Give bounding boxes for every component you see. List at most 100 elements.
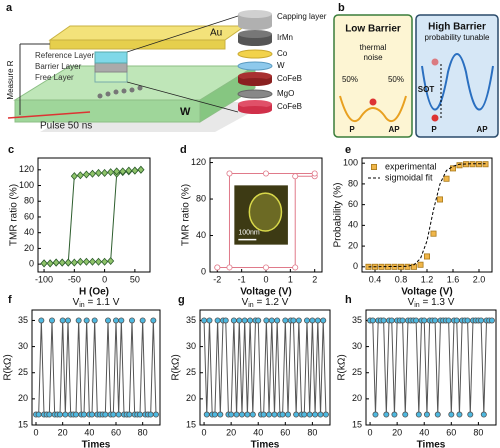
annotation: Vin = 1.1 V <box>73 297 120 309</box>
x-tick-label: 0 <box>202 427 207 437</box>
legend-label: experimental <box>385 161 437 171</box>
panel-label: a <box>6 2 13 14</box>
zoom-line <box>126 81 239 113</box>
marker <box>110 411 117 418</box>
x-tick-label: 1.2 <box>421 274 434 284</box>
marker <box>369 317 376 324</box>
x-tick-label: 1 <box>288 274 293 284</box>
marker <box>101 168 109 177</box>
marker <box>478 317 485 324</box>
marker <box>62 411 69 418</box>
marker <box>415 411 422 418</box>
marker <box>391 411 398 418</box>
y-tick-label: 0 <box>353 261 358 271</box>
marker <box>303 317 310 324</box>
y-tick-label: 20 <box>186 393 196 403</box>
y-tick-label: 120 <box>19 164 34 174</box>
state: AP <box>388 125 400 134</box>
marker <box>274 317 281 324</box>
marker <box>137 165 145 174</box>
marker <box>136 411 143 418</box>
x-axis-label: Voltage (V) <box>401 287 452 298</box>
marker <box>423 253 430 260</box>
marker <box>82 257 90 266</box>
y-axis-label: TMR ratio (%) <box>181 184 192 246</box>
marker <box>76 171 84 180</box>
marker <box>443 175 450 182</box>
marker <box>456 162 463 169</box>
marker <box>268 317 275 324</box>
marker <box>139 317 146 324</box>
marker <box>282 317 289 324</box>
marker <box>314 317 321 324</box>
y-tick-label: 15 <box>18 419 28 429</box>
x-tick-label: -100 <box>35 274 53 284</box>
marker <box>247 317 254 324</box>
x-tick-label: 1.6 <box>447 274 460 284</box>
x-tick-label: 80 <box>473 427 483 437</box>
x-tick-label: 20 <box>58 427 68 437</box>
marker <box>293 411 300 418</box>
legend-marker <box>370 163 377 170</box>
note: probability tunable <box>425 33 490 42</box>
layer-label: Barrier Layer <box>35 62 82 71</box>
free-layer <box>94 71 128 83</box>
marker <box>46 259 54 268</box>
marker <box>380 317 387 324</box>
marker <box>249 411 256 418</box>
marker <box>434 411 441 418</box>
marker <box>115 411 122 418</box>
marker <box>290 317 297 324</box>
marker <box>241 317 248 324</box>
marker <box>467 411 474 418</box>
y-tick-label: 120 <box>191 157 206 167</box>
y-axis-label: R(kΩ) <box>3 354 14 380</box>
au-label: Au <box>210 28 222 39</box>
x-tick-label: 20 <box>226 427 236 437</box>
marker <box>372 411 379 418</box>
panel-label: h <box>345 294 352 306</box>
x-tick-label: 60 <box>446 427 456 437</box>
marker <box>81 411 88 418</box>
marker <box>226 170 233 177</box>
x-tick-label: 0 <box>33 427 38 437</box>
ball <box>431 58 439 66</box>
marker <box>263 317 270 324</box>
barrier-layer <box>94 62 128 73</box>
x-tick-label: 0 <box>263 274 268 284</box>
series-line <box>44 169 141 264</box>
marker <box>262 264 269 271</box>
y-tick-label: 35 <box>18 315 28 325</box>
marker <box>480 411 487 418</box>
marker <box>238 411 245 418</box>
marker <box>76 257 84 266</box>
channel-label: W <box>180 106 191 118</box>
marker <box>65 317 72 324</box>
y-axis-label: Probability (%) <box>333 182 344 247</box>
annotation-sub: in <box>248 302 254 309</box>
low-barrier-box <box>333 14 413 138</box>
marker <box>206 317 213 324</box>
series-line <box>370 319 492 415</box>
marker <box>214 317 221 324</box>
marker <box>295 317 302 324</box>
marker <box>449 165 456 172</box>
panel-label: c <box>8 144 14 156</box>
x-tick-label: -50 <box>68 274 81 284</box>
panel-label: b <box>338 2 345 14</box>
scale-label: 100nm <box>238 229 260 236</box>
panel-b: b Low Barrier thermal noise 50% 50% P AP… <box>333 2 499 138</box>
marker <box>150 317 157 324</box>
x-tick-label: 40 <box>84 427 94 437</box>
marker <box>453 317 460 324</box>
note: noise <box>363 53 383 62</box>
marker <box>445 317 452 324</box>
marker <box>49 317 56 324</box>
series-line <box>44 169 141 264</box>
x-axis-label: Times <box>417 440 446 448</box>
marker <box>35 411 42 418</box>
marker <box>417 261 424 268</box>
panel-label: d <box>180 144 187 156</box>
marker <box>107 256 115 265</box>
marker <box>262 170 269 177</box>
